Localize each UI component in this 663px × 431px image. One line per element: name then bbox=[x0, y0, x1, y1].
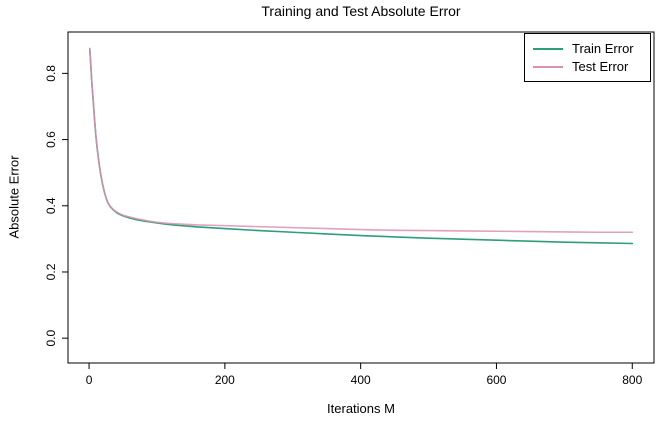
y-axis-tick-label: 0.8 bbox=[44, 65, 58, 82]
x-axis-tick-label: 800 bbox=[622, 373, 642, 387]
test-error-line bbox=[88, 47, 634, 234]
legend-box: Train Error Test Error bbox=[524, 33, 651, 82]
train-error-line-swatch bbox=[533, 47, 563, 50]
legend-label-test: Test Error bbox=[572, 58, 629, 74]
y-axis-tick-label: 0.6 bbox=[44, 131, 58, 148]
legend-label-train: Train Error bbox=[572, 40, 634, 56]
y-axis-title: Absolute Error bbox=[6, 155, 22, 239]
y-axis-tick-label: 0.4 bbox=[44, 197, 58, 214]
x-axis-tick-label: 0 bbox=[86, 373, 93, 387]
x-axis-tick-label: 200 bbox=[215, 373, 235, 387]
x-axis-tick-label: 600 bbox=[486, 373, 506, 387]
legend-entry-train: Train Error bbox=[533, 40, 650, 56]
y-axis-tick-label: 0.0 bbox=[44, 330, 58, 347]
chart-title: Training and Test Absolute Error bbox=[261, 3, 461, 19]
legend-entry-test: Test Error bbox=[533, 58, 650, 74]
y-axis-tick-label: 0.2 bbox=[44, 263, 58, 280]
x-axis-tick-label: 400 bbox=[351, 373, 371, 387]
x-axis-title: Iterations M bbox=[327, 401, 395, 416]
test-error-line-swatch bbox=[533, 65, 563, 68]
